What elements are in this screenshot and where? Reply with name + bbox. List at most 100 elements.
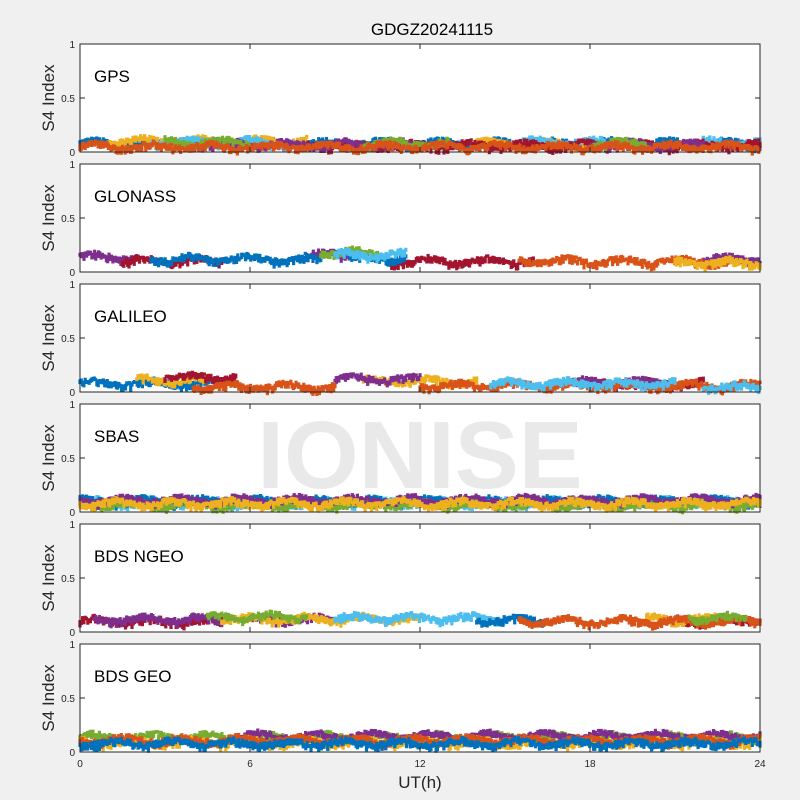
data-point [426,253,430,261]
data-point [615,143,619,152]
data-point [666,137,670,143]
data-point [695,262,699,270]
data-point [337,141,341,146]
data-point [367,374,371,380]
data-point [584,376,588,381]
data-point [400,382,404,388]
data-point [316,385,320,391]
data-point [568,141,572,146]
data-point [201,374,205,379]
data-point [474,259,478,264]
data-point [97,137,101,142]
data-point [218,259,222,266]
data-point [319,258,323,263]
data-point [424,374,428,383]
data-point [575,259,580,266]
data-point [321,254,326,259]
data-point [196,253,200,262]
data-point [612,256,616,264]
data-point [135,377,139,382]
data-point [202,387,206,394]
data-point [602,378,606,382]
data-point [248,135,252,139]
series-6 [673,255,762,272]
data-point [658,146,662,154]
data-point [678,140,682,146]
panel-label: GLONASS [94,187,176,206]
data-point [391,144,396,149]
data-point [648,142,652,147]
data-point [439,382,443,387]
data-point [289,379,293,384]
data-point [582,138,586,143]
data-point [281,143,285,147]
data-point [209,373,213,380]
data-point [443,257,447,263]
data-point [749,145,753,150]
data-point [473,140,477,144]
data-point [478,258,482,267]
data-point [533,147,538,154]
data-point [446,143,450,150]
data-point [302,255,306,264]
data-point [397,376,401,384]
data-point [530,135,534,143]
data-point [736,138,740,143]
data-point [181,146,185,150]
data-point [354,251,358,260]
data-point [310,146,314,150]
data-point [353,248,357,254]
data-point [640,261,644,269]
data-point [202,372,206,376]
data-point [741,261,745,270]
data-point [397,142,401,147]
data-point [148,143,152,150]
data-point [173,136,178,141]
data-point [753,263,757,270]
data-point [202,258,206,263]
data-point [556,385,560,390]
data-point [745,141,749,146]
data-point [724,139,729,146]
data-point [448,144,452,151]
data-point [299,137,304,141]
data-point [232,256,236,265]
data-point [467,382,471,388]
data-point [709,145,713,154]
data-point [297,145,301,149]
data-point [130,147,134,154]
data-point [518,138,522,143]
axes-background [80,44,760,152]
data-point [179,147,183,154]
data-point [402,251,407,258]
data-point [230,137,234,142]
data-point [267,135,271,141]
data-point [630,139,634,147]
data-point [211,140,215,146]
data-point [350,245,355,251]
data-point [707,139,711,146]
data-point [171,137,175,142]
data-point [428,144,432,149]
data-point [208,145,212,151]
data-point [354,246,358,250]
data-point [85,254,89,258]
data-point [156,136,160,142]
data-point [622,141,627,145]
data-point [595,262,599,271]
data-point [211,259,215,267]
data-point [521,148,525,155]
data-point [190,370,195,375]
data-point [437,147,441,155]
y-axis-label: S4 Index [39,184,58,252]
data-point [748,139,752,144]
data-point [453,259,457,265]
data-point [413,380,417,385]
data-point [406,379,410,384]
data-point [561,257,565,264]
data-point [757,138,761,142]
data-point [582,261,586,270]
data-point [643,141,647,146]
